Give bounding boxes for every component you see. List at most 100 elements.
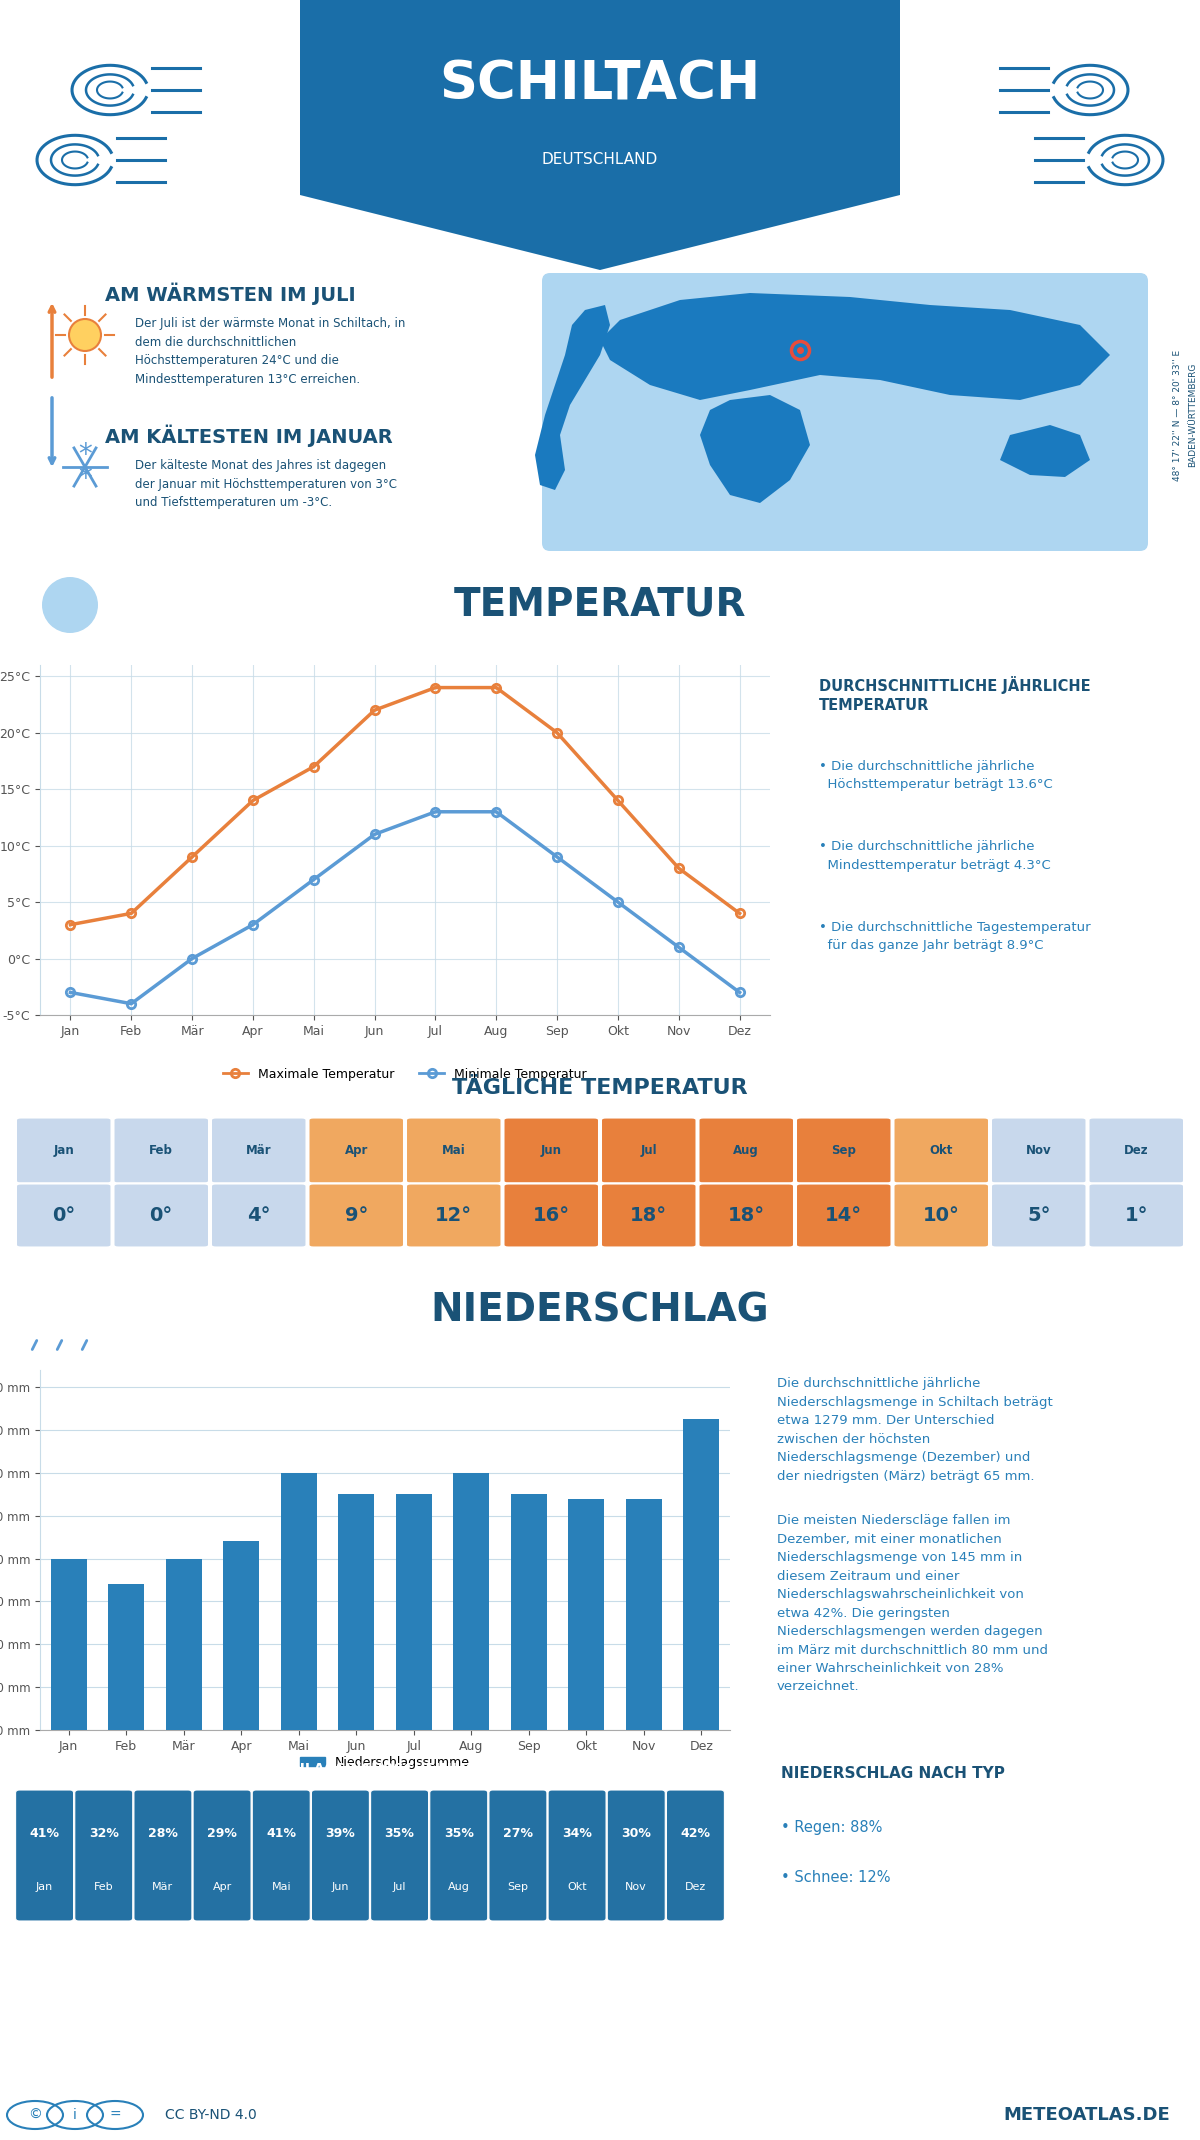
Text: 41%: 41% bbox=[266, 1828, 296, 1840]
Polygon shape bbox=[600, 293, 1110, 400]
Text: Mai: Mai bbox=[271, 1881, 292, 1892]
FancyBboxPatch shape bbox=[796, 1183, 892, 1248]
FancyBboxPatch shape bbox=[114, 1183, 209, 1248]
Text: • Die durchschnittliche jährliche
  Höchsttemperatur beträgt 13.6°C: • Die durchschnittliche jährliche Höchst… bbox=[820, 760, 1054, 792]
Bar bbox=[396, 1494, 432, 1729]
Bar bbox=[223, 1541, 259, 1729]
Bar bbox=[166, 1558, 202, 1729]
Text: • Regen: 88%: • Regen: 88% bbox=[781, 1819, 883, 1834]
Text: 5°: 5° bbox=[1027, 1207, 1050, 1224]
FancyBboxPatch shape bbox=[488, 1789, 547, 1922]
Text: Aug: Aug bbox=[733, 1145, 760, 1158]
Text: Nov: Nov bbox=[625, 1881, 647, 1892]
Text: Der Juli ist der wärmste Monat in Schiltach, in
dem die durchschnittlichen
Höchs: Der Juli ist der wärmste Monat in Schilt… bbox=[134, 317, 406, 385]
Text: Die durchschnittliche jährliche
Niederschlagsmenge in Schiltach beträgt
etwa 127: Die durchschnittliche jährliche Niedersc… bbox=[778, 1378, 1052, 1483]
Text: =: = bbox=[109, 2108, 121, 2123]
FancyBboxPatch shape bbox=[211, 1183, 306, 1248]
Text: 12°: 12° bbox=[436, 1207, 473, 1224]
Bar bbox=[454, 1472, 490, 1729]
Bar bbox=[511, 1494, 546, 1729]
Text: 10°: 10° bbox=[923, 1207, 960, 1224]
FancyBboxPatch shape bbox=[312, 1789, 370, 1922]
Text: 32%: 32% bbox=[89, 1828, 119, 1840]
Text: 18°: 18° bbox=[727, 1207, 764, 1224]
Polygon shape bbox=[1000, 426, 1090, 477]
Text: Nov: Nov bbox=[1026, 1145, 1051, 1158]
Text: 42%: 42% bbox=[680, 1828, 710, 1840]
Text: Feb: Feb bbox=[94, 1881, 114, 1892]
Text: ©: © bbox=[28, 2108, 42, 2123]
Legend: Maximale Temperatur, Minimale Temperatur: Maximale Temperatur, Minimale Temperatur bbox=[218, 1064, 592, 1085]
Circle shape bbox=[28, 563, 112, 646]
Text: AM KÄLTESTEN IM JANUAR: AM KÄLTESTEN IM JANUAR bbox=[106, 426, 392, 447]
Text: 29%: 29% bbox=[208, 1828, 238, 1840]
FancyBboxPatch shape bbox=[796, 1117, 892, 1183]
FancyBboxPatch shape bbox=[0, 1260, 145, 1361]
Text: METEOATLAS.DE: METEOATLAS.DE bbox=[1003, 2106, 1170, 2125]
Text: Feb: Feb bbox=[149, 1145, 173, 1158]
Circle shape bbox=[70, 319, 101, 351]
FancyBboxPatch shape bbox=[542, 274, 1148, 550]
Text: NIEDERSCHLAG: NIEDERSCHLAG bbox=[431, 1290, 769, 1329]
Text: 48° 17' 22'' N — 8° 20' 33'' E
BADEN-WÜRTTEMBERG: 48° 17' 22'' N — 8° 20' 33'' E BADEN-WÜR… bbox=[1172, 349, 1198, 482]
FancyBboxPatch shape bbox=[371, 1789, 428, 1922]
Text: TÄGLICHE TEMPERATUR: TÄGLICHE TEMPERATUR bbox=[452, 1079, 748, 1098]
Text: Sep: Sep bbox=[832, 1145, 856, 1158]
Text: 0°: 0° bbox=[150, 1207, 173, 1224]
Polygon shape bbox=[700, 396, 810, 503]
Text: 16°: 16° bbox=[533, 1207, 570, 1224]
Bar bbox=[108, 1584, 144, 1729]
Text: Jan: Jan bbox=[36, 1881, 53, 1892]
Text: i: i bbox=[73, 2108, 77, 2123]
Text: 30%: 30% bbox=[622, 1828, 652, 1840]
FancyBboxPatch shape bbox=[1088, 1183, 1184, 1248]
Text: 1°: 1° bbox=[1124, 1207, 1148, 1224]
Text: Dez: Dez bbox=[1124, 1145, 1148, 1158]
FancyBboxPatch shape bbox=[114, 1117, 209, 1183]
Text: Jun: Jun bbox=[541, 1145, 562, 1158]
Text: 35%: 35% bbox=[444, 1828, 474, 1840]
Text: DEUTSCHLAND: DEUTSCHLAND bbox=[542, 152, 658, 167]
Text: Jul: Jul bbox=[392, 1881, 407, 1892]
Text: 18°: 18° bbox=[630, 1207, 667, 1224]
FancyBboxPatch shape bbox=[504, 1117, 599, 1183]
Text: TEMPERATUR: TEMPERATUR bbox=[454, 586, 746, 625]
Text: Jun: Jun bbox=[331, 1881, 349, 1892]
Text: Jan: Jan bbox=[53, 1145, 74, 1158]
Text: Okt: Okt bbox=[568, 1881, 587, 1892]
FancyBboxPatch shape bbox=[193, 1789, 251, 1922]
Bar bbox=[281, 1472, 317, 1729]
Text: CC BY-ND 4.0: CC BY-ND 4.0 bbox=[166, 2108, 257, 2123]
Text: Dez: Dez bbox=[685, 1881, 706, 1892]
FancyBboxPatch shape bbox=[991, 1117, 1086, 1183]
FancyBboxPatch shape bbox=[601, 1183, 696, 1248]
Text: Die meisten Niederscläge fallen im
Dezember, mit einer monatlichen
Niederschlags: Die meisten Niederscläge fallen im Dezem… bbox=[778, 1513, 1048, 1693]
FancyBboxPatch shape bbox=[16, 1789, 73, 1922]
Text: Mär: Mär bbox=[152, 1881, 174, 1892]
FancyBboxPatch shape bbox=[894, 1117, 989, 1183]
FancyBboxPatch shape bbox=[406, 1183, 502, 1248]
FancyBboxPatch shape bbox=[74, 1789, 133, 1922]
Text: 41%: 41% bbox=[30, 1828, 60, 1840]
FancyBboxPatch shape bbox=[16, 1183, 112, 1248]
Text: Jul: Jul bbox=[641, 1145, 658, 1158]
FancyBboxPatch shape bbox=[134, 1789, 192, 1922]
Text: • Die durchschnittliche jährliche
  Mindesttemperatur beträgt 4.3°C: • Die durchschnittliche jährliche Mindes… bbox=[820, 841, 1051, 871]
FancyBboxPatch shape bbox=[698, 1117, 794, 1183]
Polygon shape bbox=[300, 0, 900, 270]
Text: NIEDERSCHLAGSWAHRSCHEINLICHKEIT: NIEDERSCHLAGSWAHRSCHEINLICHKEIT bbox=[216, 1761, 524, 1776]
FancyBboxPatch shape bbox=[430, 1789, 487, 1922]
Text: Mär: Mär bbox=[246, 1145, 271, 1158]
Text: SCHILTACH: SCHILTACH bbox=[439, 60, 761, 111]
Text: 4°: 4° bbox=[247, 1207, 270, 1224]
FancyBboxPatch shape bbox=[548, 1789, 606, 1922]
FancyBboxPatch shape bbox=[666, 1789, 725, 1922]
FancyBboxPatch shape bbox=[601, 1117, 696, 1183]
Text: 27%: 27% bbox=[503, 1828, 533, 1840]
Text: Aug: Aug bbox=[448, 1881, 469, 1892]
Text: Apr: Apr bbox=[212, 1881, 232, 1892]
Text: 39%: 39% bbox=[325, 1828, 355, 1840]
Bar bbox=[569, 1498, 604, 1729]
Text: *
*: * * bbox=[78, 441, 92, 492]
Circle shape bbox=[42, 578, 98, 633]
